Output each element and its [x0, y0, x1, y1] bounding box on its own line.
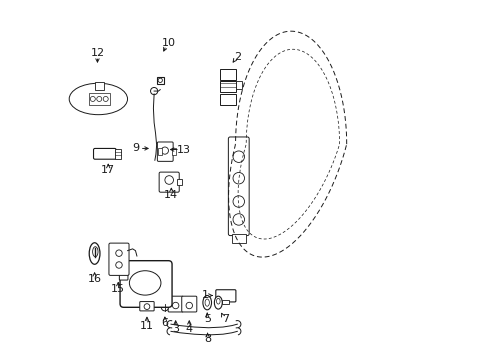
- FancyBboxPatch shape: [215, 290, 235, 302]
- Bar: [236, 81, 241, 89]
- Circle shape: [97, 96, 102, 102]
- Text: 6: 6: [161, 319, 168, 328]
- FancyBboxPatch shape: [182, 296, 196, 312]
- Ellipse shape: [129, 271, 161, 295]
- Circle shape: [150, 87, 158, 95]
- FancyBboxPatch shape: [69, 83, 127, 115]
- Circle shape: [116, 262, 122, 268]
- Text: 16: 16: [87, 274, 102, 284]
- Circle shape: [233, 172, 244, 184]
- Bar: [177, 179, 182, 185]
- Text: 4: 4: [185, 324, 192, 334]
- Circle shape: [185, 302, 192, 309]
- Text: 9: 9: [132, 143, 140, 153]
- Bar: [220, 94, 236, 105]
- Ellipse shape: [204, 299, 209, 306]
- Text: 3: 3: [172, 324, 179, 334]
- Bar: [220, 81, 236, 92]
- FancyBboxPatch shape: [159, 172, 179, 192]
- Ellipse shape: [214, 296, 222, 309]
- Circle shape: [116, 250, 122, 256]
- Circle shape: [233, 214, 244, 225]
- Bar: [220, 69, 236, 80]
- FancyBboxPatch shape: [120, 261, 172, 307]
- Ellipse shape: [216, 298, 220, 304]
- Text: 15: 15: [111, 284, 125, 294]
- Text: 13: 13: [177, 144, 191, 154]
- Ellipse shape: [89, 243, 100, 264]
- Bar: [156, 77, 163, 84]
- Text: 12: 12: [90, 48, 104, 58]
- Text: 14: 14: [164, 190, 178, 200]
- Bar: [158, 148, 162, 155]
- Text: 11: 11: [140, 321, 154, 331]
- Bar: [88, 93, 110, 105]
- Text: 5: 5: [203, 314, 210, 324]
- Bar: [231, 234, 245, 243]
- Bar: [222, 300, 229, 305]
- FancyBboxPatch shape: [157, 142, 173, 161]
- Circle shape: [233, 196, 244, 207]
- Ellipse shape: [203, 296, 211, 310]
- Bar: [172, 148, 175, 155]
- Ellipse shape: [92, 247, 98, 257]
- Circle shape: [158, 78, 162, 82]
- Circle shape: [90, 96, 95, 102]
- Circle shape: [233, 151, 244, 162]
- Text: 8: 8: [203, 334, 211, 344]
- FancyBboxPatch shape: [168, 296, 183, 312]
- Circle shape: [172, 302, 179, 309]
- Text: 10: 10: [161, 38, 175, 48]
- Bar: [115, 149, 121, 159]
- FancyBboxPatch shape: [140, 302, 154, 311]
- FancyBboxPatch shape: [228, 137, 249, 235]
- Circle shape: [161, 147, 168, 154]
- Text: 7: 7: [222, 314, 228, 324]
- Circle shape: [164, 176, 173, 184]
- FancyBboxPatch shape: [119, 268, 128, 280]
- Circle shape: [144, 304, 149, 310]
- FancyBboxPatch shape: [93, 148, 116, 159]
- Text: 17: 17: [101, 165, 115, 175]
- Circle shape: [161, 304, 168, 311]
- Text: 2: 2: [234, 52, 241, 62]
- Circle shape: [103, 96, 108, 102]
- Text: 1: 1: [201, 291, 208, 301]
- FancyBboxPatch shape: [109, 243, 129, 275]
- Bar: [95, 82, 103, 90]
